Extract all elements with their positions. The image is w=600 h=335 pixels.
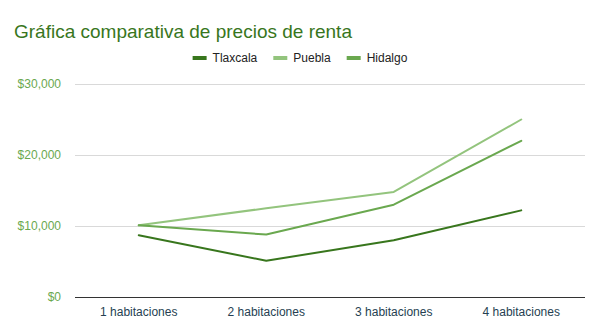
series-group — [139, 120, 522, 261]
x-tick-label: 4 habitaciones — [483, 305, 560, 319]
x-tick-label: 2 habitaciones — [228, 305, 305, 319]
legend-swatch — [273, 56, 287, 60]
y-tick-label: $30,000 — [18, 77, 62, 91]
legend-swatch — [347, 56, 361, 60]
grid-line — [75, 155, 585, 156]
chart-svg: Gráfica comparativa de precios de renta $… — [0, 0, 600, 335]
y-tick-label: $20,000 — [18, 148, 62, 162]
legend-swatch — [193, 56, 207, 60]
legend: Tlaxcala Puebla Hidalgo — [193, 51, 408, 65]
chart-title: Gráfica comparativa de precios de renta — [14, 21, 352, 42]
legend-label: Tlaxcala — [213, 51, 258, 65]
x-tick-label: 1 habitaciones — [100, 305, 177, 319]
grid-line — [75, 84, 585, 85]
legend-label: Puebla — [293, 51, 331, 65]
chart-container: Gráfica comparativa de precios de renta $… — [0, 0, 600, 335]
x-tick-label: 3 habitaciones — [355, 305, 432, 319]
y-tick-label: $10,000 — [18, 219, 62, 233]
y-tick-label: $0 — [48, 290, 62, 304]
series-line — [139, 120, 522, 226]
grid-line — [75, 297, 585, 298]
legend-label: Hidalgo — [367, 51, 408, 65]
series-line — [139, 141, 522, 235]
